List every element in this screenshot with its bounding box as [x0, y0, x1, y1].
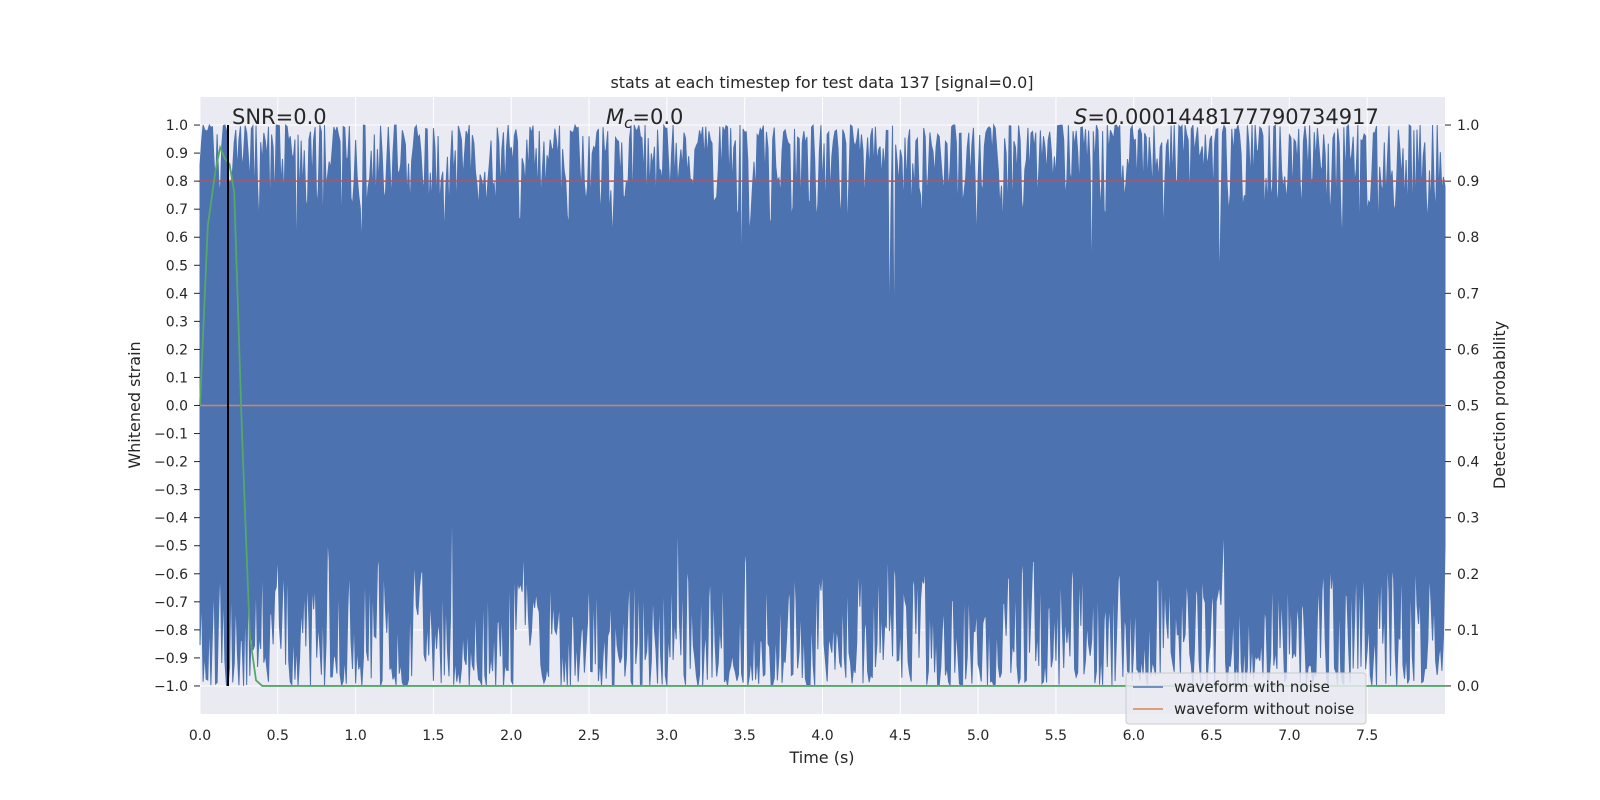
x-tick-label: 6.0	[1123, 728, 1145, 744]
y-axis-right-ticks: 1.0 0.9 0.8 0.7 0.6 0.5 0.4 0.3 0.2 0.1 0.0	[1445, 118, 1479, 695]
y-tick-label: 0.8	[166, 174, 188, 190]
annotation-s: S=0.0001448177790734917	[1074, 105, 1379, 129]
y-tick-label: 0.5	[166, 258, 188, 274]
chart-title: stats at each timestep for test data 137…	[610, 73, 1033, 92]
y2-tick-label: 0.5	[1457, 399, 1479, 415]
x-tick-label: 6.5	[1200, 728, 1222, 744]
y-tick-label: 0.6	[166, 230, 188, 246]
y-tick-label: 0.4	[166, 286, 188, 302]
y2-tick-label: 0.2	[1457, 567, 1479, 583]
y-tick-label: −0.9	[154, 651, 188, 667]
y-tick-label: 0.1	[166, 370, 188, 386]
x-tick-label: 0.0	[189, 728, 211, 744]
y2-tick-label: 0.3	[1457, 511, 1479, 527]
y2-tick-label: 0.6	[1457, 342, 1479, 358]
y-tick-label: 0.9	[166, 146, 188, 162]
y2-axis-label: Detection probability	[1490, 321, 1509, 489]
y-tick-label: −0.8	[154, 623, 188, 639]
y-tick-label: −0.6	[154, 567, 188, 583]
y2-tick-label: 0.8	[1457, 230, 1479, 246]
x-tick-label: 3.5	[734, 728, 756, 744]
y-tick-label: 1.0	[166, 118, 188, 134]
annotation-s-value: =0.0001448177790734917	[1087, 105, 1379, 129]
legend-label-with-noise: waveform with noise	[1174, 678, 1330, 696]
x-tick-label: 2.0	[500, 728, 522, 744]
y2-tick-label: 0.1	[1457, 623, 1479, 639]
x-tick-label: 7.0	[1278, 728, 1300, 744]
y2-tick-label: 0.4	[1457, 455, 1479, 471]
y-tick-label: 0.7	[166, 202, 188, 218]
y2-tick-label: 1.0	[1457, 118, 1479, 134]
y-tick-label: −0.2	[154, 455, 188, 471]
legend: waveform with noise waveform without noi…	[1126, 673, 1366, 724]
annotation-chirp-mass-value: =0.0	[632, 105, 683, 129]
x-tick-label: 4.0	[811, 728, 833, 744]
y-tick-label: −0.3	[154, 483, 188, 499]
y-tick-label: 0.2	[166, 342, 188, 358]
x-tick-label: 2.5	[578, 728, 600, 744]
x-tick-label: 5.0	[967, 728, 989, 744]
x-tick-label: 7.5	[1356, 728, 1378, 744]
annotation-chirp-mass-symbol: M	[606, 105, 624, 129]
y-tick-label: −1.0	[154, 679, 188, 695]
y-tick-label: 0.3	[166, 314, 188, 330]
chart-canvas: 0.0 0.5 1.0 1.5 2.0 2.5 3.0 3.5 4.0 4.5 5.0 5.5 6.0 6…	[0, 0, 1600, 800]
y-axis-label: Whitened strain	[125, 341, 144, 468]
y2-tick-label: 0.7	[1457, 286, 1479, 302]
y2-tick-label: 0.0	[1457, 679, 1479, 695]
annotation-snr: SNR=0.0	[232, 105, 327, 129]
y-tick-label: −0.1	[154, 427, 188, 443]
x-tick-label: 1.0	[344, 728, 366, 744]
y-tick-label: 0.0	[166, 399, 188, 415]
y-tick-label: −0.5	[154, 539, 188, 555]
y-axis-left-ticks: 1.0 0.9 0.8 0.7 0.6 0.5 0.4 0.3 0.2 0.1 0.0 −0.1 −0.…	[154, 118, 200, 695]
y-tick-label: −0.7	[154, 595, 188, 611]
x-tick-label: 3.0	[656, 728, 678, 744]
x-tick-label: 1.5	[422, 728, 444, 744]
x-tick-label: 0.5	[267, 728, 289, 744]
legend-label-without-noise: waveform without noise	[1174, 700, 1354, 718]
annotation-chirp-mass: Mc=0.0	[606, 105, 683, 132]
x-axis-label: Time (s)	[788, 748, 854, 767]
annotation-s-symbol: S	[1074, 105, 1087, 129]
x-tick-label: 4.5	[889, 728, 911, 744]
y2-tick-label: 0.9	[1457, 174, 1479, 190]
x-tick-label: 5.5	[1045, 728, 1067, 744]
y-tick-label: −0.4	[154, 511, 188, 527]
x-axis-ticks: 0.0 0.5 1.0 1.5 2.0 2.5 3.0 3.5 4.0 4.5 5.0 5.5 6.0 6…	[189, 728, 1378, 744]
